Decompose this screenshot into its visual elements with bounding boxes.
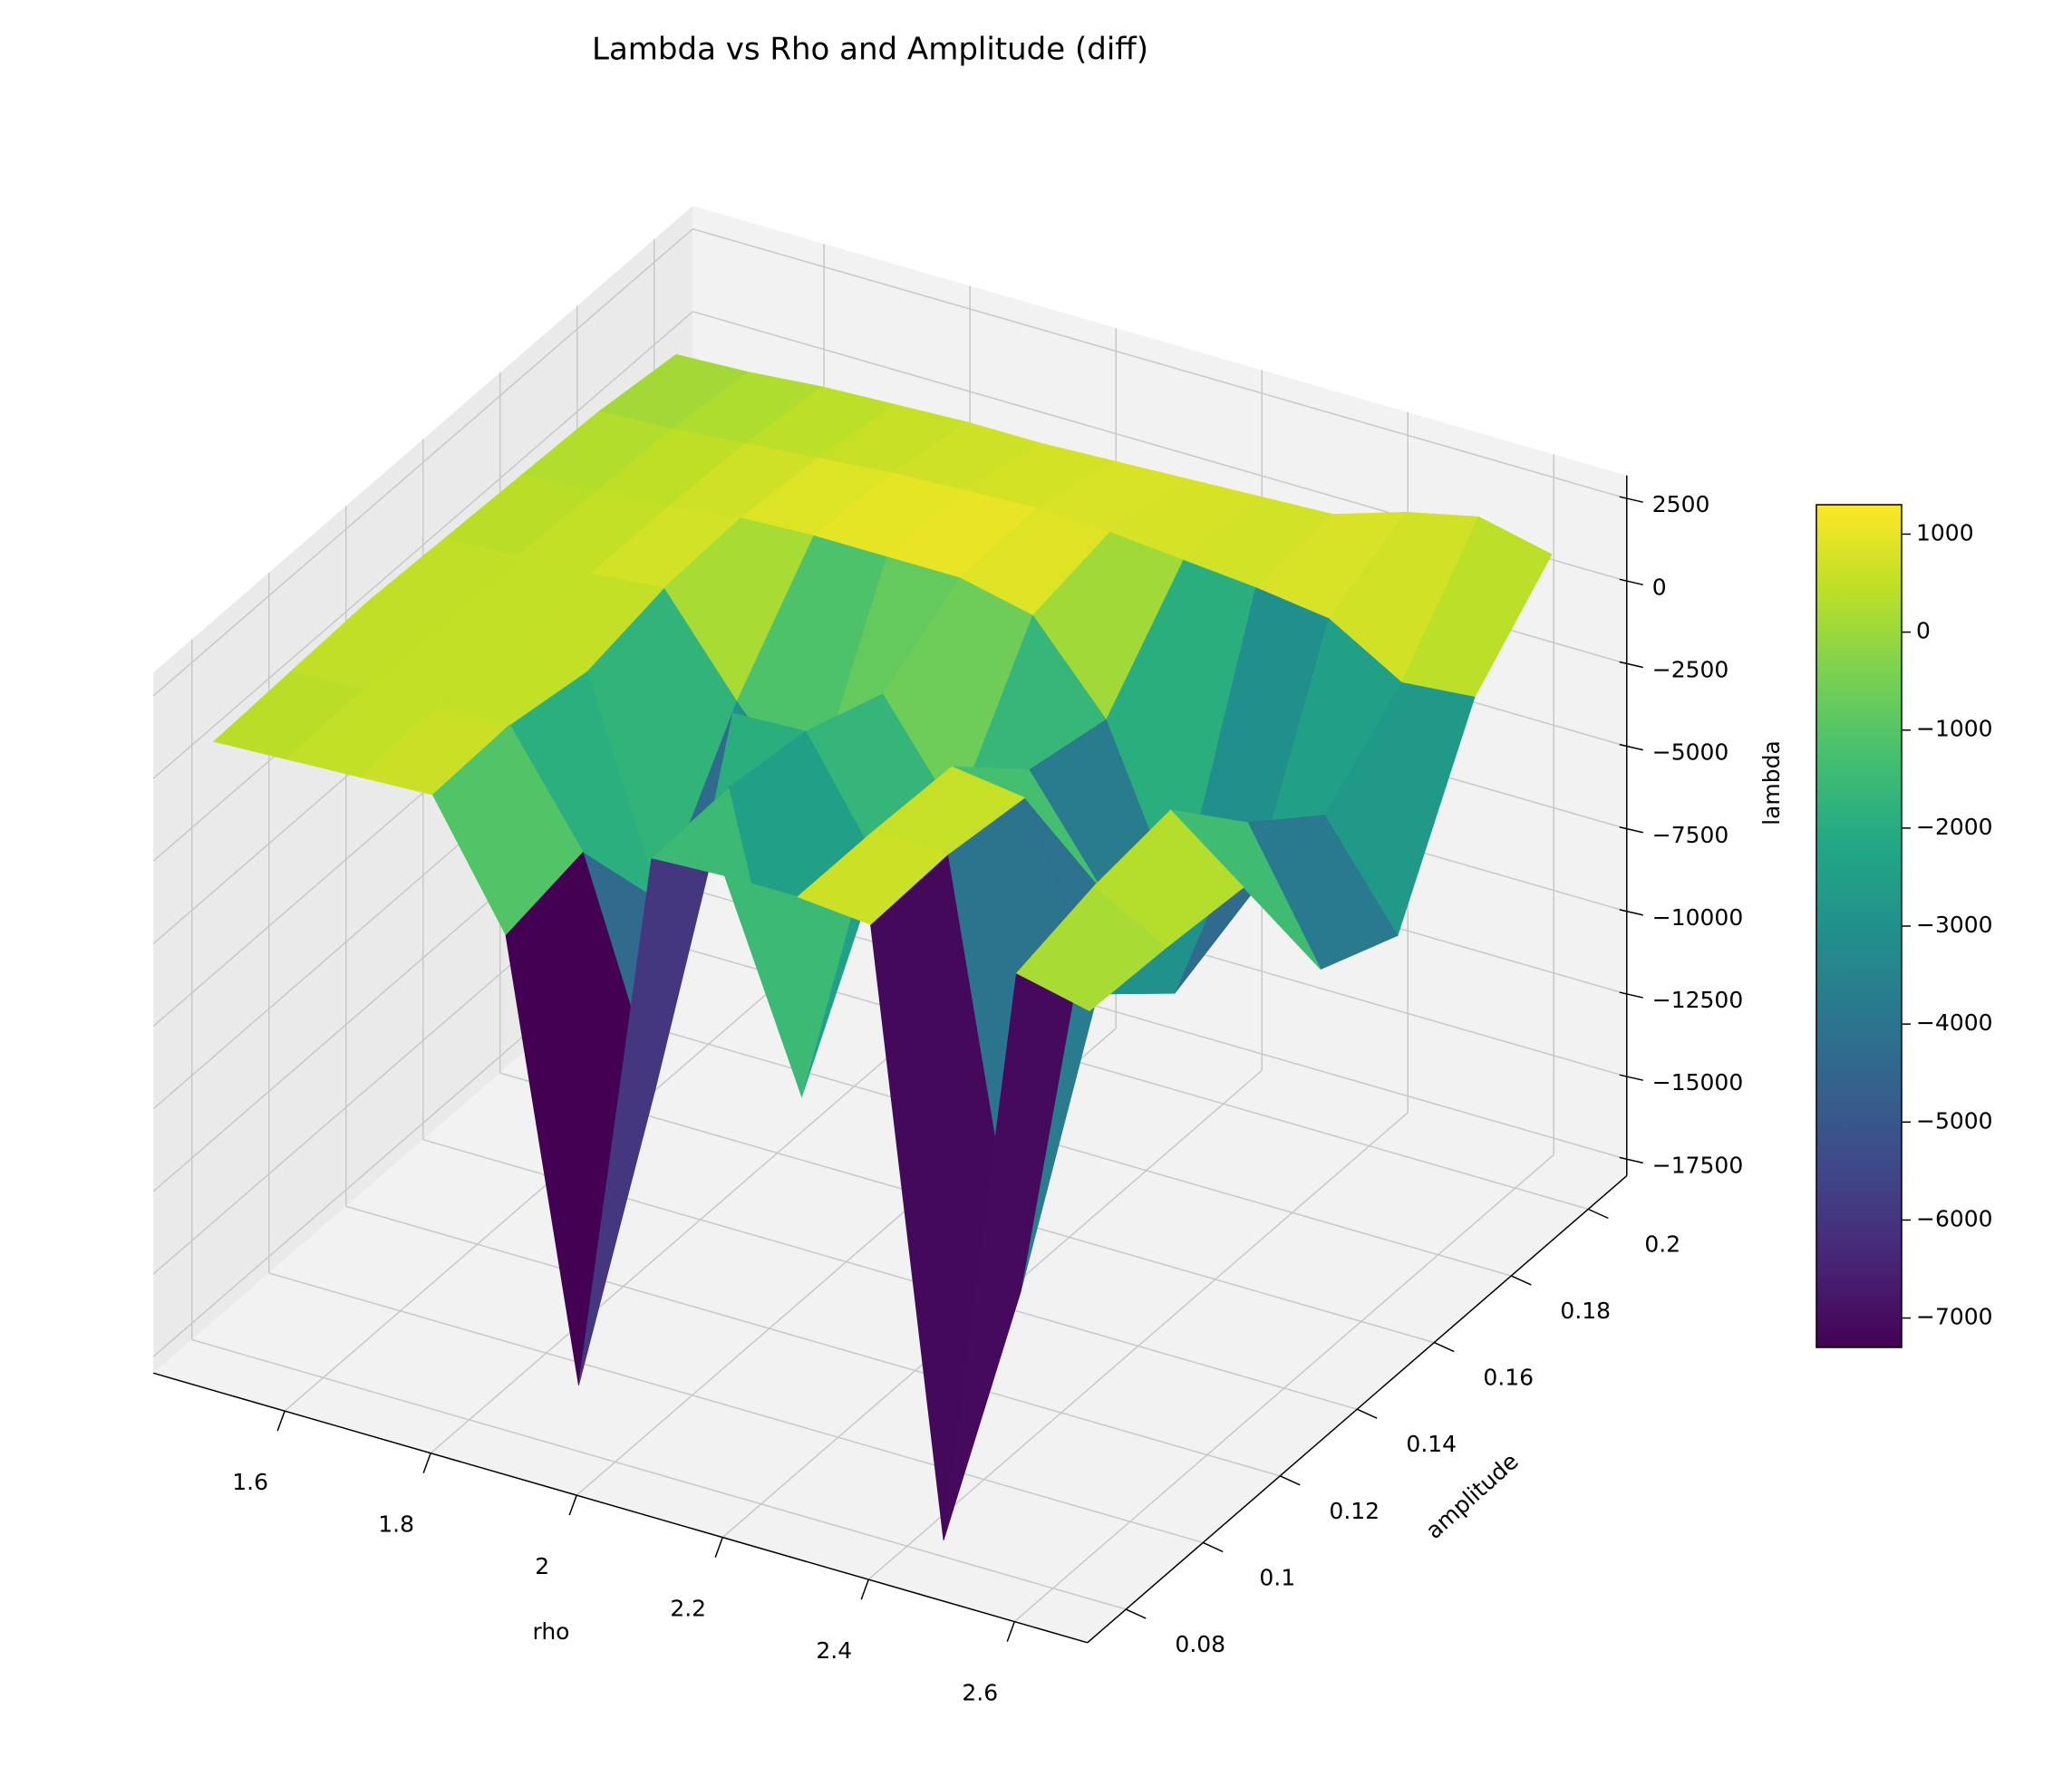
z-tick-label: −17500 [1652, 1152, 1743, 1178]
colorbar-tick-label: −1000 [1916, 716, 1993, 742]
grid-line [692, 227, 1627, 499]
z-tick-label: 2500 [1652, 491, 1710, 517]
colorbar [1815, 504, 1903, 1348]
tick-mark [276, 1410, 286, 1432]
z-tick-label: −10000 [1652, 904, 1743, 931]
colorbar-tick-label: −2000 [1916, 814, 1993, 840]
colorbar-tick-label: −3000 [1916, 912, 1993, 938]
surface-facet [1015, 885, 1167, 1011]
tick-mark [714, 1537, 723, 1558]
tick-mark [422, 1453, 431, 1473]
surface [213, 353, 1553, 1540]
x-tick-label: 1.8 [378, 1511, 414, 1538]
y-tick-label: 0.14 [1406, 1431, 1457, 1457]
z-tick-label: −7500 [1652, 822, 1729, 848]
tick-mark [1619, 743, 1643, 751]
z-axis-label: lambda [1758, 740, 1785, 825]
colorbar-tick-label: −4000 [1916, 1009, 1993, 1036]
tick-mark [1619, 991, 1643, 999]
grid-line [152, 228, 693, 697]
tick-mark [1006, 1621, 1015, 1642]
y-tick-label: 0.16 [1483, 1365, 1534, 1391]
grid-line [345, 1205, 1281, 1477]
y-tick-label: 0.12 [1329, 1498, 1380, 1524]
x-tick-label: 2 [535, 1553, 549, 1579]
tick-mark [1587, 1208, 1609, 1220]
y-tick-label: 0.1 [1259, 1564, 1295, 1590]
tick-mark [1619, 496, 1643, 503]
colorbar-tick-label: −5000 [1916, 1107, 1993, 1134]
z-tick-label: −2500 [1652, 656, 1729, 682]
grid-line [191, 1338, 1127, 1610]
tick-mark [1619, 1074, 1643, 1081]
tick-mark [1619, 578, 1643, 586]
z-tick-label: −15000 [1652, 1069, 1743, 1096]
x-axis-label: rho [533, 1618, 570, 1645]
y-tick-label: 0.2 [1644, 1231, 1680, 1257]
surface-facet [797, 829, 949, 925]
colorbar-tick-label: −6000 [1916, 1205, 1993, 1231]
colorbar-tick-label: −7000 [1916, 1304, 1993, 1330]
grid-line [268, 1272, 1204, 1544]
tick-mark [1619, 1156, 1643, 1164]
colorbar-tick-label: 0 [1916, 618, 1931, 644]
y-axis-label: amplitude [1420, 1448, 1523, 1544]
x-tick-label: 2.4 [816, 1637, 852, 1664]
tick-mark [1279, 1475, 1301, 1486]
z-tick-label: 0 [1652, 574, 1667, 600]
chart-title: Lambda vs Rho and Amplitude (diff) [592, 32, 1148, 68]
x-tick-label: 1.6 [232, 1469, 268, 1495]
tick-mark [1202, 1541, 1224, 1553]
labels: 1.6 1.8 2 2.2 2.4 2.6 0.08 0.1 0.12 0.14 0.16 0.18 0… [153, 475, 1993, 1706]
x-tick-label: 2.2 [670, 1596, 706, 1622]
tick-mark [1510, 1275, 1532, 1286]
surface-facet [431, 724, 584, 936]
tick-mark [1356, 1408, 1378, 1419]
x-axis-line [153, 1372, 1088, 1644]
x-tick-label: 2.6 [962, 1680, 998, 1706]
tick-mark [1619, 909, 1643, 916]
tick-mark [568, 1494, 577, 1516]
y-tick-label: 0.08 [1175, 1631, 1225, 1657]
y-tick-label: 0.18 [1560, 1298, 1611, 1324]
tick-mark [1619, 661, 1643, 669]
z-tick-label: −12500 [1652, 987, 1743, 1013]
tick-mark [1125, 1608, 1147, 1619]
y-axis-line [1087, 1175, 1628, 1644]
z-tick-label: −5000 [1652, 739, 1729, 766]
tick-mark [1433, 1341, 1455, 1353]
colorbar-tick-label: 1000 [1916, 519, 1974, 545]
grid-line [152, 311, 693, 779]
tick-mark [860, 1578, 869, 1600]
tick-mark [1619, 826, 1643, 834]
